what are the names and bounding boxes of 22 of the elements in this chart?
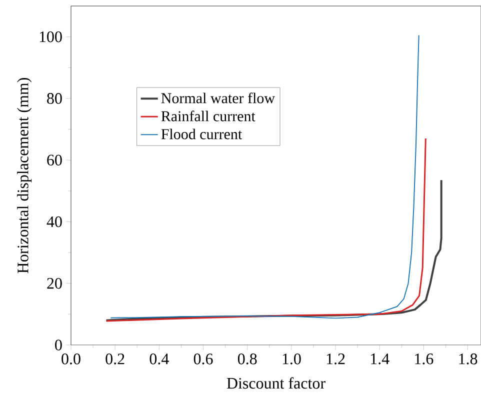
x-tick-label: 1.0 xyxy=(282,354,301,364)
x-axis-title: Discount factor xyxy=(226,377,326,389)
x-tick-label: 1.4 xyxy=(371,354,390,364)
line-series xyxy=(110,34,420,319)
y-tick-label: 20 xyxy=(47,278,62,289)
y-tick-label: 40 xyxy=(46,216,62,228)
x-tick-label: 0.6 xyxy=(194,354,213,364)
x-tick-label: 0.0 xyxy=(62,354,80,364)
x-tick-label: 0.8 xyxy=(238,354,257,364)
legend-label: Rainfall current xyxy=(161,110,256,122)
y-axis-title: Horizontal displacement (mm) xyxy=(17,78,32,274)
x-tick-label: 1.8 xyxy=(459,354,478,364)
y-tick-label: 0 xyxy=(55,340,62,350)
x-tick-label: 1.2 xyxy=(326,354,345,364)
x-tick-label: 0.4 xyxy=(150,354,169,364)
y-tick-label: 100 xyxy=(40,31,62,42)
legend-label: Flood current xyxy=(161,128,242,140)
y-tick-label: 80 xyxy=(47,93,62,104)
x-tick-label: 0.2 xyxy=(106,354,124,364)
x-tick-label: 1.6 xyxy=(415,354,434,364)
legend-label: Normal water flow xyxy=(161,92,275,104)
y-tick-label: 60 xyxy=(47,154,62,166)
